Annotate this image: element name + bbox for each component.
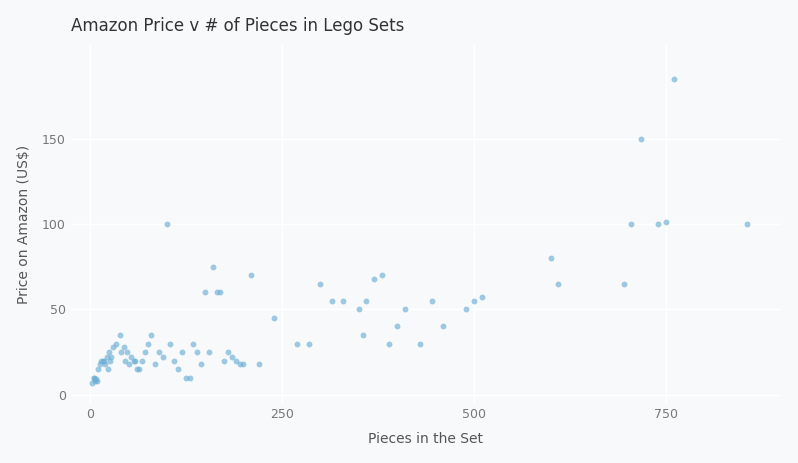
Point	[99, 360, 112, 368]
Point	[337, 297, 350, 305]
Point	[552, 280, 565, 288]
Point	[119, 357, 132, 364]
Point	[184, 374, 196, 382]
Point	[195, 360, 207, 368]
Point	[180, 374, 192, 382]
Point	[168, 357, 180, 364]
Point	[356, 332, 369, 339]
Point	[660, 219, 673, 226]
Point	[120, 348, 133, 356]
Point	[88, 374, 101, 382]
Point	[92, 365, 105, 373]
Point	[152, 348, 165, 356]
Point	[124, 354, 137, 361]
Point	[87, 374, 100, 382]
Point	[142, 340, 155, 347]
Point	[414, 340, 427, 347]
Point	[460, 306, 472, 313]
Point	[210, 288, 223, 296]
Point	[103, 348, 116, 356]
Point	[187, 340, 200, 347]
Point	[106, 343, 119, 350]
Point	[199, 288, 211, 296]
Point	[667, 75, 680, 82]
Point	[85, 379, 98, 387]
Point	[314, 280, 326, 288]
Point	[97, 357, 109, 364]
Point	[218, 357, 231, 364]
Point	[237, 360, 250, 368]
Point	[95, 357, 108, 364]
Point	[160, 220, 173, 228]
Point	[105, 354, 117, 361]
Point	[97, 357, 110, 364]
Point	[368, 275, 381, 282]
Point	[245, 271, 258, 279]
Point	[128, 357, 141, 364]
Point	[437, 323, 449, 330]
Point	[113, 332, 126, 339]
Point	[544, 255, 557, 262]
Point	[229, 357, 242, 364]
Point	[625, 220, 638, 228]
Point	[222, 348, 235, 356]
Point	[136, 357, 148, 364]
Point	[425, 297, 438, 305]
Point	[132, 365, 145, 373]
Point	[109, 340, 122, 347]
Point	[148, 360, 161, 368]
Point	[618, 280, 630, 288]
Point	[398, 306, 411, 313]
Point	[89, 377, 101, 385]
Point	[93, 360, 106, 368]
Point	[89, 376, 102, 383]
Point	[101, 354, 113, 361]
Point	[207, 263, 219, 270]
Point	[226, 354, 239, 361]
Point	[172, 365, 184, 373]
Point	[391, 323, 404, 330]
Point	[139, 348, 152, 356]
Point	[741, 220, 753, 228]
Point	[102, 365, 115, 373]
X-axis label: Pieces in the Set: Pieces in the Set	[369, 432, 484, 446]
Point	[383, 340, 396, 347]
Point	[214, 288, 227, 296]
Point	[233, 360, 246, 368]
Point	[164, 340, 177, 347]
Point	[652, 220, 665, 228]
Point	[360, 297, 373, 305]
Point	[302, 340, 315, 347]
Point	[191, 348, 203, 356]
Point	[91, 377, 104, 385]
Point	[203, 348, 215, 356]
Point	[127, 357, 140, 364]
Point	[468, 297, 480, 305]
Point	[103, 357, 116, 364]
Point	[176, 348, 188, 356]
Point	[635, 135, 648, 142]
Point	[156, 354, 169, 361]
Point	[144, 332, 157, 339]
Point	[123, 360, 136, 368]
Point	[476, 294, 488, 301]
Point	[268, 314, 281, 322]
Point	[117, 343, 130, 350]
Point	[131, 365, 144, 373]
Point	[352, 306, 365, 313]
Point	[326, 297, 338, 305]
Point	[290, 340, 303, 347]
Point	[375, 271, 388, 279]
Point	[115, 348, 128, 356]
Y-axis label: Price on Amazon (US$): Price on Amazon (US$)	[17, 144, 30, 304]
Point	[252, 360, 265, 368]
Text: Amazon Price v # of Pieces in Lego Sets: Amazon Price v # of Pieces in Lego Sets	[70, 17, 404, 35]
